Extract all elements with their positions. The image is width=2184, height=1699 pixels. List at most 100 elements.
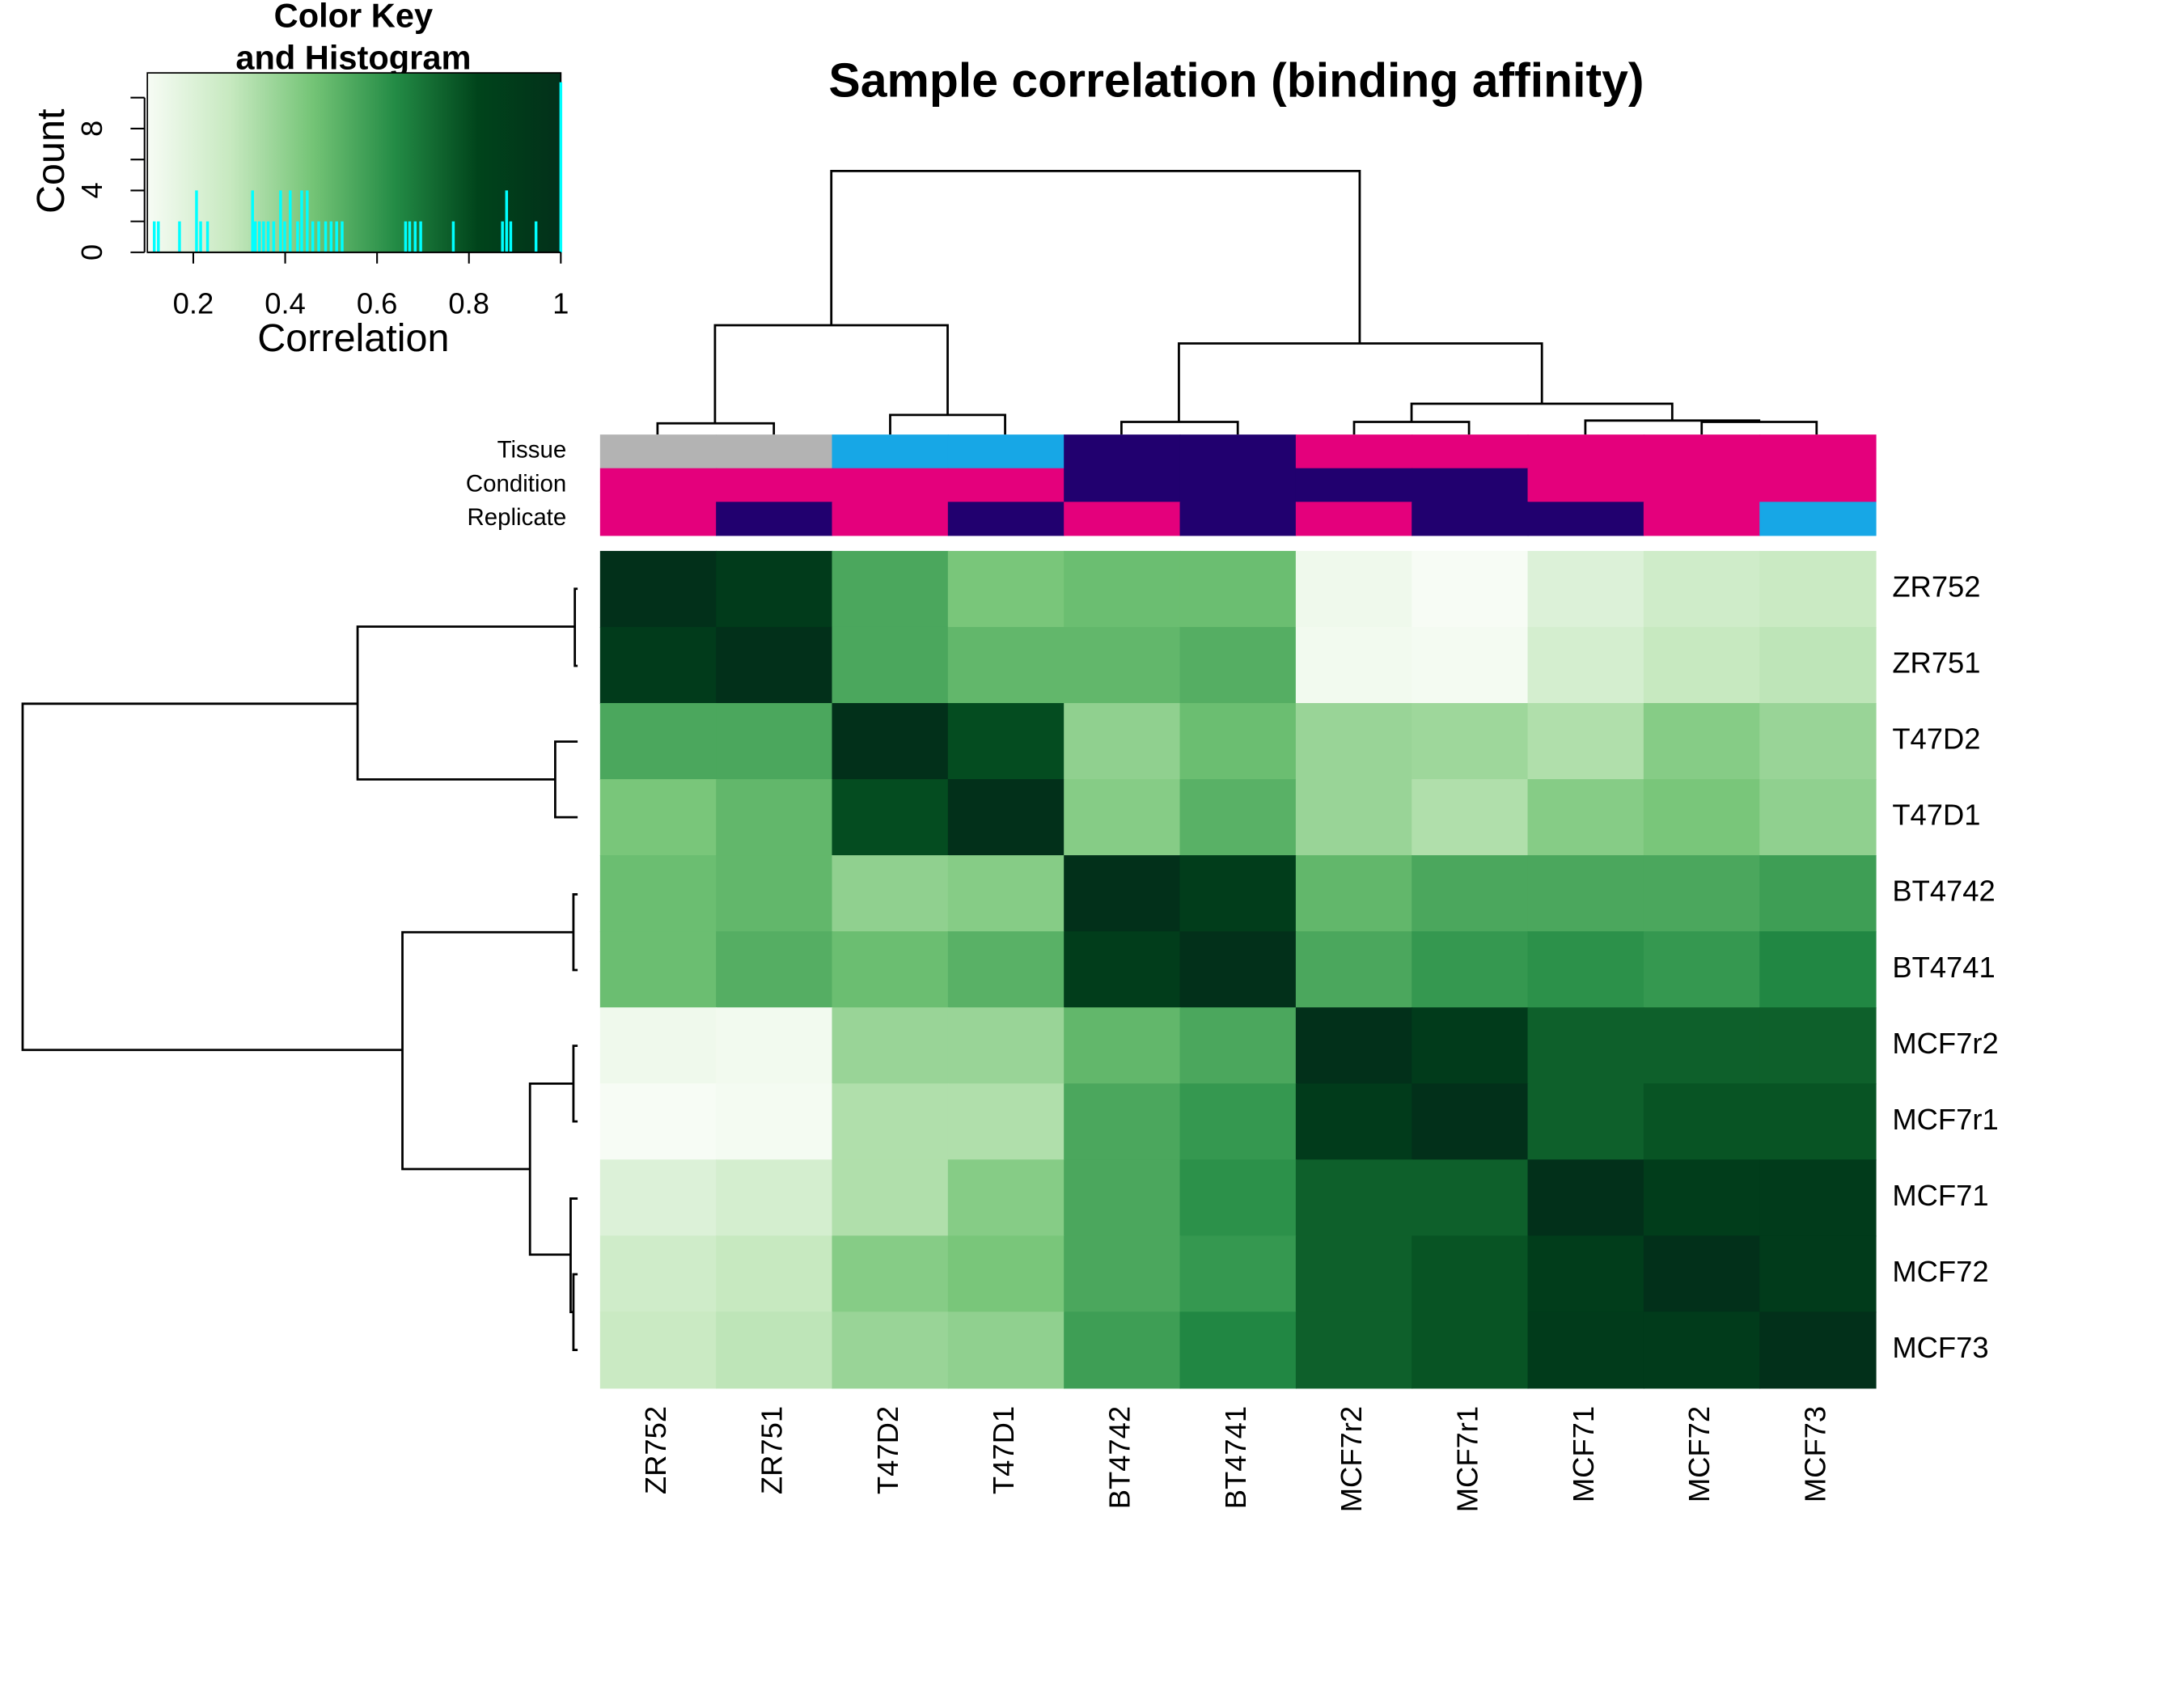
heatmap-cell (1643, 1311, 1761, 1389)
annotation-cell (947, 468, 1065, 502)
heatmap-cell (1179, 550, 1297, 629)
heatmap-cell (1412, 1311, 1529, 1389)
heatmap-cell (599, 1159, 717, 1237)
heatmap-cell (1527, 1083, 1644, 1161)
heatmap-cell (1527, 931, 1644, 1009)
chart-title: Sample correlation (binding affinity) (828, 55, 1644, 108)
heatmap-cell (1759, 626, 1877, 705)
column-label: ZR752 (639, 1406, 672, 1494)
heatmap-cell (832, 855, 949, 933)
row-label: MCF71 (1892, 1179, 1988, 1212)
heatmap-cell (599, 779, 717, 857)
column-label: MCF71 (1567, 1406, 1600, 1502)
heatmap-cell (1643, 550, 1761, 629)
heatmap-cell (716, 779, 833, 857)
heatmap-cell (599, 1311, 717, 1389)
annotation-cell (1412, 468, 1529, 502)
heatmap-cell (1643, 855, 1761, 933)
row-label: ZR752 (1892, 570, 1980, 604)
heatmap-cell (832, 1235, 949, 1313)
heatmap-cell (1759, 1007, 1877, 1085)
key-x-tick-label: 1 (552, 286, 569, 320)
heatmap-cell (1527, 1007, 1644, 1085)
heatmap-cell (716, 1235, 833, 1313)
heatmap-cell (1295, 1311, 1413, 1389)
heatmap-cell (599, 550, 717, 629)
heatmap-cell (1527, 703, 1644, 781)
annotation-cell (1064, 434, 1181, 469)
heatmap-cell (599, 855, 717, 933)
annotation-cell (1527, 502, 1644, 536)
heatmap-cell (832, 703, 949, 781)
heatmap-cell (1643, 779, 1761, 857)
heatmap-cell (832, 1083, 949, 1161)
heatmap-cell (1179, 1311, 1297, 1389)
heatmap-cell (1759, 1083, 1877, 1161)
annotation-cell (1527, 468, 1644, 502)
annotation-cell (716, 434, 833, 469)
annotation-cell (947, 434, 1065, 469)
heatmap-cell (716, 703, 833, 781)
heatmap-cell (1064, 626, 1181, 705)
annotation-cell (599, 434, 717, 469)
heatmap-cell (947, 626, 1065, 705)
heatmap-cell (1759, 550, 1877, 629)
column-label: MCF73 (1799, 1406, 1832, 1502)
heatmap-cell (599, 703, 717, 781)
row-label: BT4741 (1892, 951, 1995, 984)
key-y-tick-label: 4 (75, 182, 108, 198)
heatmap-cell (1064, 1007, 1181, 1085)
column-label: MCF7r1 (1450, 1406, 1484, 1512)
heatmap-cell (1295, 1007, 1413, 1085)
annotation-cell (832, 434, 949, 469)
annotation-cell (1527, 434, 1644, 469)
row-label: ZR751 (1892, 646, 1980, 680)
heatmap-cell (947, 1235, 1065, 1313)
row-label: MCF73 (1892, 1331, 1988, 1364)
column-label: T47D2 (871, 1406, 904, 1494)
heatmap-cell (1643, 1159, 1761, 1237)
heatmap-cell (1295, 1159, 1413, 1237)
column-label: MCF7r2 (1335, 1406, 1368, 1512)
annotation-label: Replicate (468, 504, 567, 531)
heatmap-cell (832, 931, 949, 1009)
heatmap-cell (1759, 931, 1877, 1009)
heatmap-cell (1759, 1159, 1877, 1237)
heatmap-cell (832, 779, 949, 857)
heatmap-cell (1295, 703, 1413, 781)
heatmap-cell (1064, 703, 1181, 781)
heatmap-cell (599, 931, 717, 1009)
heatmap-cell (716, 626, 833, 705)
heatmap-cell (947, 1311, 1065, 1389)
heatmap-cell (1064, 550, 1181, 629)
heatmap-cell (1412, 855, 1529, 933)
key-x-tick-label: 0.8 (448, 286, 489, 320)
heatmap-cell (599, 1235, 717, 1313)
heatmap-cell (1412, 931, 1529, 1009)
heatmap-cell (1412, 1007, 1529, 1085)
heatmap-cell (1643, 1007, 1761, 1085)
heatmap-cell (1295, 931, 1413, 1009)
heatmap-cell (1412, 703, 1529, 781)
annotation-cell (1643, 502, 1761, 536)
heatmap-cell (1412, 1083, 1529, 1161)
annotation-label: Condition (466, 470, 566, 497)
heatmap-cell (1527, 626, 1644, 705)
key-y-tick-label: 0 (75, 244, 108, 261)
heatmap-cell (1527, 1235, 1644, 1313)
heatmap-cell (1412, 779, 1529, 857)
annotation-cell (1412, 434, 1529, 469)
key-x-tick-label: 0.4 (265, 286, 306, 320)
heatmap-cell (716, 550, 833, 629)
annotation-cell (1295, 434, 1413, 469)
heatmap-cell (1527, 779, 1644, 857)
annotation-cell (1064, 502, 1181, 536)
heatmap-cell (716, 1083, 833, 1161)
heatmap-cell (1179, 779, 1297, 857)
heatmap-cell (716, 855, 833, 933)
heatmap-cell (1295, 1235, 1413, 1313)
heatmap-cell (1412, 1235, 1529, 1313)
row-label: T47D2 (1892, 722, 1980, 756)
annotation-label: Tissue (497, 437, 567, 464)
